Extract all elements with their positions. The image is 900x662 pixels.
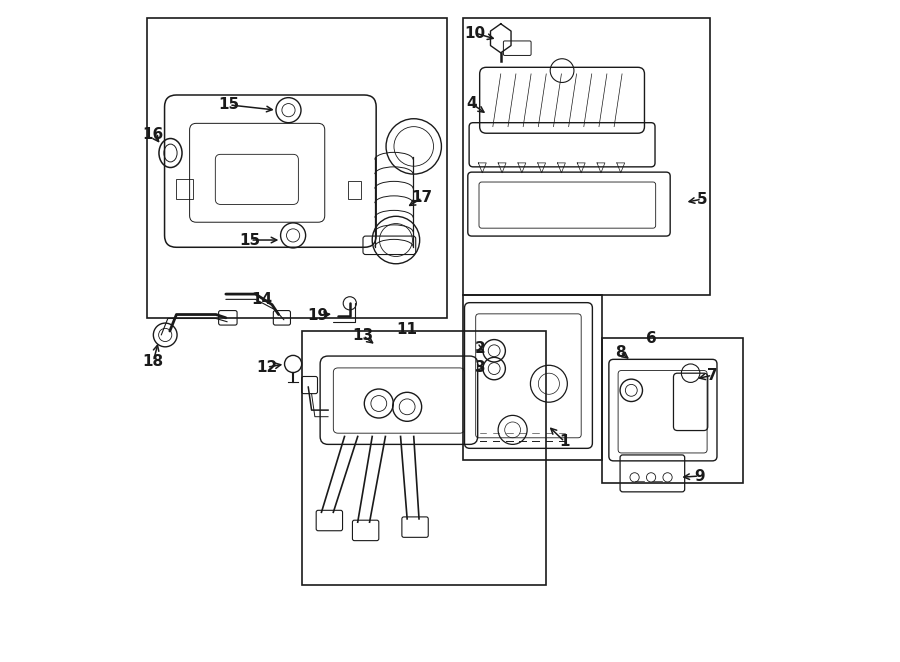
Bar — [302, 331, 545, 585]
Text: 17: 17 — [412, 191, 433, 205]
Text: 15: 15 — [219, 97, 239, 113]
Text: 15: 15 — [239, 232, 261, 248]
Text: 5: 5 — [697, 192, 707, 207]
Bar — [464, 18, 710, 295]
Text: 1: 1 — [560, 434, 570, 449]
Text: 6: 6 — [645, 332, 656, 346]
Text: 8: 8 — [615, 345, 626, 359]
Text: 14: 14 — [252, 292, 273, 307]
Bar — [601, 338, 743, 483]
Text: 19: 19 — [308, 308, 328, 322]
Bar — [347, 181, 361, 199]
Bar — [464, 295, 601, 459]
Text: 7: 7 — [707, 367, 717, 383]
Text: 13: 13 — [353, 328, 374, 343]
Text: 3: 3 — [475, 360, 486, 375]
Text: 2: 2 — [475, 342, 486, 356]
Bar — [147, 18, 446, 318]
Text: 9: 9 — [694, 469, 705, 483]
Text: 4: 4 — [466, 96, 477, 111]
Text: 18: 18 — [143, 354, 164, 369]
Text: 10: 10 — [464, 26, 486, 40]
Text: 11: 11 — [397, 322, 418, 336]
Bar — [176, 179, 193, 199]
Text: 16: 16 — [143, 127, 164, 142]
Text: 12: 12 — [256, 359, 277, 375]
